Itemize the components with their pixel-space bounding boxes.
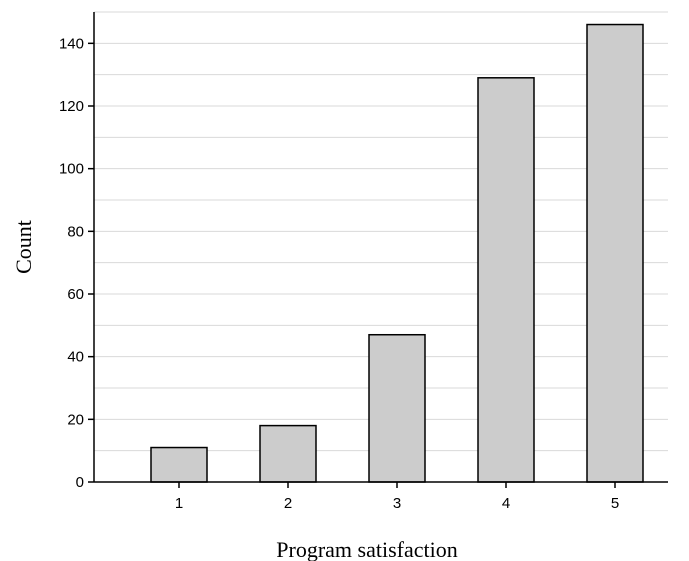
y-tick-label: 120: [59, 98, 84, 115]
y-tick-label: 0: [76, 474, 84, 491]
bar-5: [586, 23, 644, 483]
bar-4: [477, 77, 535, 483]
y-tick-label: 40: [67, 349, 84, 366]
x-tick-label: 3: [393, 495, 401, 512]
x-tick-label: 5: [611, 495, 619, 512]
bars: [150, 23, 644, 483]
y-tick-label: 20: [67, 411, 84, 428]
y-tick-label: 140: [59, 35, 84, 52]
x-tick-label: 4: [502, 495, 510, 512]
bar-3: [368, 333, 426, 483]
y-tick-label: 80: [67, 223, 84, 240]
grid-lines: [94, 11, 668, 452]
y-tick-label: 60: [67, 286, 84, 303]
x-axis-title: Program satisfaction: [276, 537, 457, 561]
x-tick-label: 2: [284, 495, 292, 512]
bar-1: [150, 446, 208, 483]
y-axis-ticks: 0 20 40 60 80 100 120 140: [59, 35, 94, 491]
y-axis-title: Count: [11, 220, 36, 274]
x-axis-ticks: 1 2 3 4 5: [175, 482, 619, 512]
x-tick-label: 1: [175, 495, 183, 512]
bar-2: [259, 424, 317, 483]
y-tick-label: 100: [59, 161, 84, 178]
